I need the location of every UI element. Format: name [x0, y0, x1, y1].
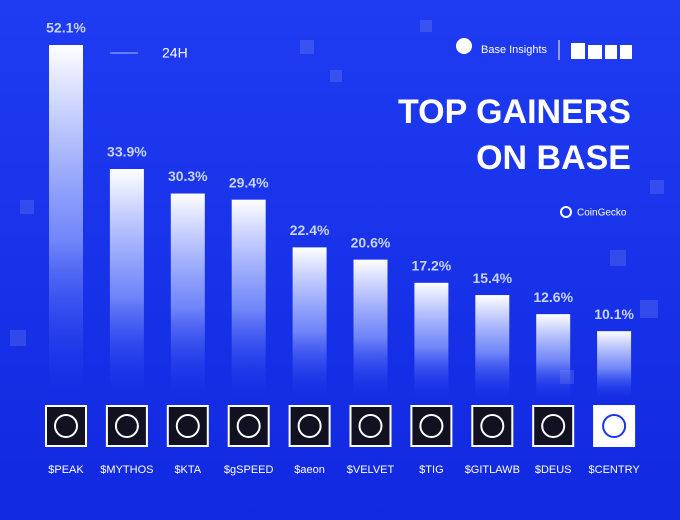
- token-icon-glyph: [419, 414, 444, 438]
- bar: [292, 247, 327, 400]
- value-label: 29.4%: [229, 174, 269, 190]
- value-label: 30.3%: [168, 168, 208, 184]
- token-icon-glyph: [236, 414, 261, 438]
- x-tick-label: $GITLAWB: [465, 464, 520, 476]
- bar: [49, 45, 83, 400]
- bar: [353, 259, 388, 400]
- token-icon: [227, 405, 270, 447]
- value-label: 17.2%: [412, 258, 452, 274]
- token-icon-glyph: [175, 414, 200, 438]
- token-icon-glyph: [54, 414, 78, 438]
- token-icon: [45, 405, 87, 447]
- chart-title: ON BASE: [476, 139, 631, 177]
- x-tick-label: $PEAK: [48, 464, 84, 476]
- chart-title: TOP GAINERS: [398, 93, 631, 131]
- token-icon: [288, 405, 331, 447]
- token-icon: [532, 405, 575, 447]
- x-tick-label: $VELVET: [347, 464, 395, 476]
- value-label: 22.4%: [290, 222, 330, 238]
- partner-logo: [571, 43, 632, 59]
- brand-icon: [456, 38, 472, 54]
- token-icon: [471, 405, 514, 447]
- x-tick-label: $gSPEED: [224, 464, 274, 476]
- value-label: 20.6%: [351, 234, 391, 250]
- token-icon: [349, 405, 392, 447]
- period-label: 24H: [162, 45, 188, 61]
- token-icon-glyph: [114, 414, 139, 438]
- x-tick-label: $DEUS: [535, 464, 572, 476]
- token-icon: [105, 405, 148, 447]
- value-label: 52.1%: [46, 20, 86, 36]
- x-tick-label: $aeon: [294, 464, 325, 476]
- x-tick-label: $MYTHOS: [100, 464, 153, 476]
- token-icon: [166, 405, 209, 447]
- value-label: 10.1%: [594, 306, 634, 322]
- value-label: 15.4%: [472, 270, 512, 286]
- bar: [231, 199, 266, 400]
- token-icon: [593, 405, 636, 447]
- token-icon-glyph: [297, 414, 322, 438]
- x-tick-label: $KTA: [174, 464, 201, 476]
- value-label: 12.6%: [533, 289, 573, 305]
- token-icon-glyph: [541, 414, 566, 438]
- bar: [597, 331, 632, 400]
- value-label: 33.9%: [107, 144, 147, 160]
- bar: [414, 282, 449, 400]
- bar: [536, 314, 571, 400]
- bar: [109, 169, 144, 400]
- x-tick-label: $CENTRY: [589, 464, 641, 476]
- token-icon-glyph: [480, 414, 505, 438]
- bar: [475, 295, 510, 400]
- bar: [170, 193, 205, 400]
- token-icon: [410, 405, 453, 447]
- token-icon-glyph: [602, 414, 627, 438]
- x-tick-label: $TIG: [419, 464, 443, 476]
- source-icon: [560, 206, 572, 218]
- token-icon-glyph: [358, 414, 383, 438]
- brand: Base Insights: [481, 44, 548, 56]
- source: CoinGecko: [577, 208, 627, 219]
